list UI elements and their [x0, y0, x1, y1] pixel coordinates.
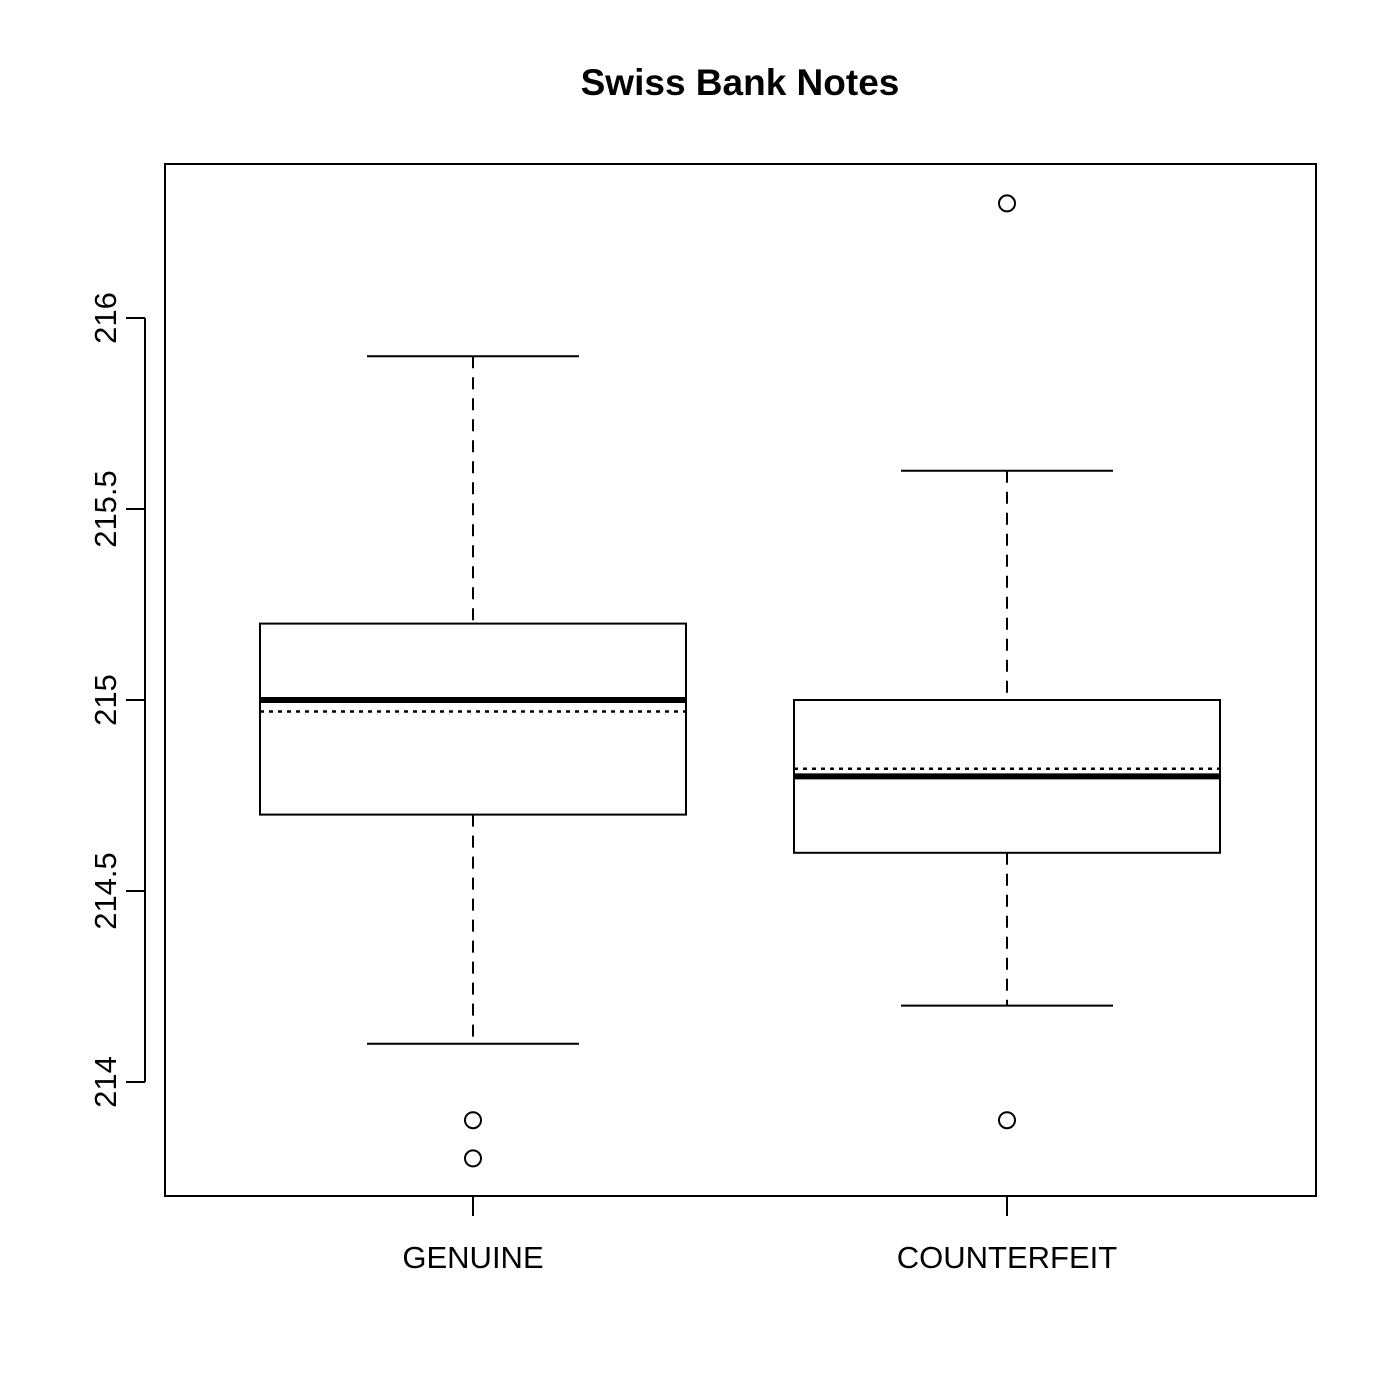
boxes-layer [259, 194, 1221, 1168]
y-axis: 214 214.5 215 215.5 216 [88, 292, 146, 1108]
outlier-point [464, 1111, 482, 1130]
x-tick-label: GENUINE [402, 1240, 543, 1275]
outlier-point [464, 1149, 482, 1168]
box-group [793, 194, 1221, 1130]
y-tick-label: 214.5 [88, 852, 123, 930]
chart-title: Swiss Bank Notes [581, 62, 900, 103]
x-tick-label: COUNTERFEIT [897, 1240, 1118, 1275]
y-tick-label: 215 [88, 674, 123, 726]
x-axis: GENUINE COUNTERFEIT [402, 1196, 1117, 1275]
outlier-point [998, 194, 1016, 213]
y-tick-label: 214 [88, 1056, 123, 1108]
outlier-point [998, 1111, 1016, 1130]
plot-frame [164, 163, 1317, 1197]
y-tick-label: 215.5 [88, 470, 123, 548]
iqr-box [259, 622, 687, 816]
box-group [259, 355, 687, 1168]
y-tick-label: 216 [88, 292, 123, 344]
